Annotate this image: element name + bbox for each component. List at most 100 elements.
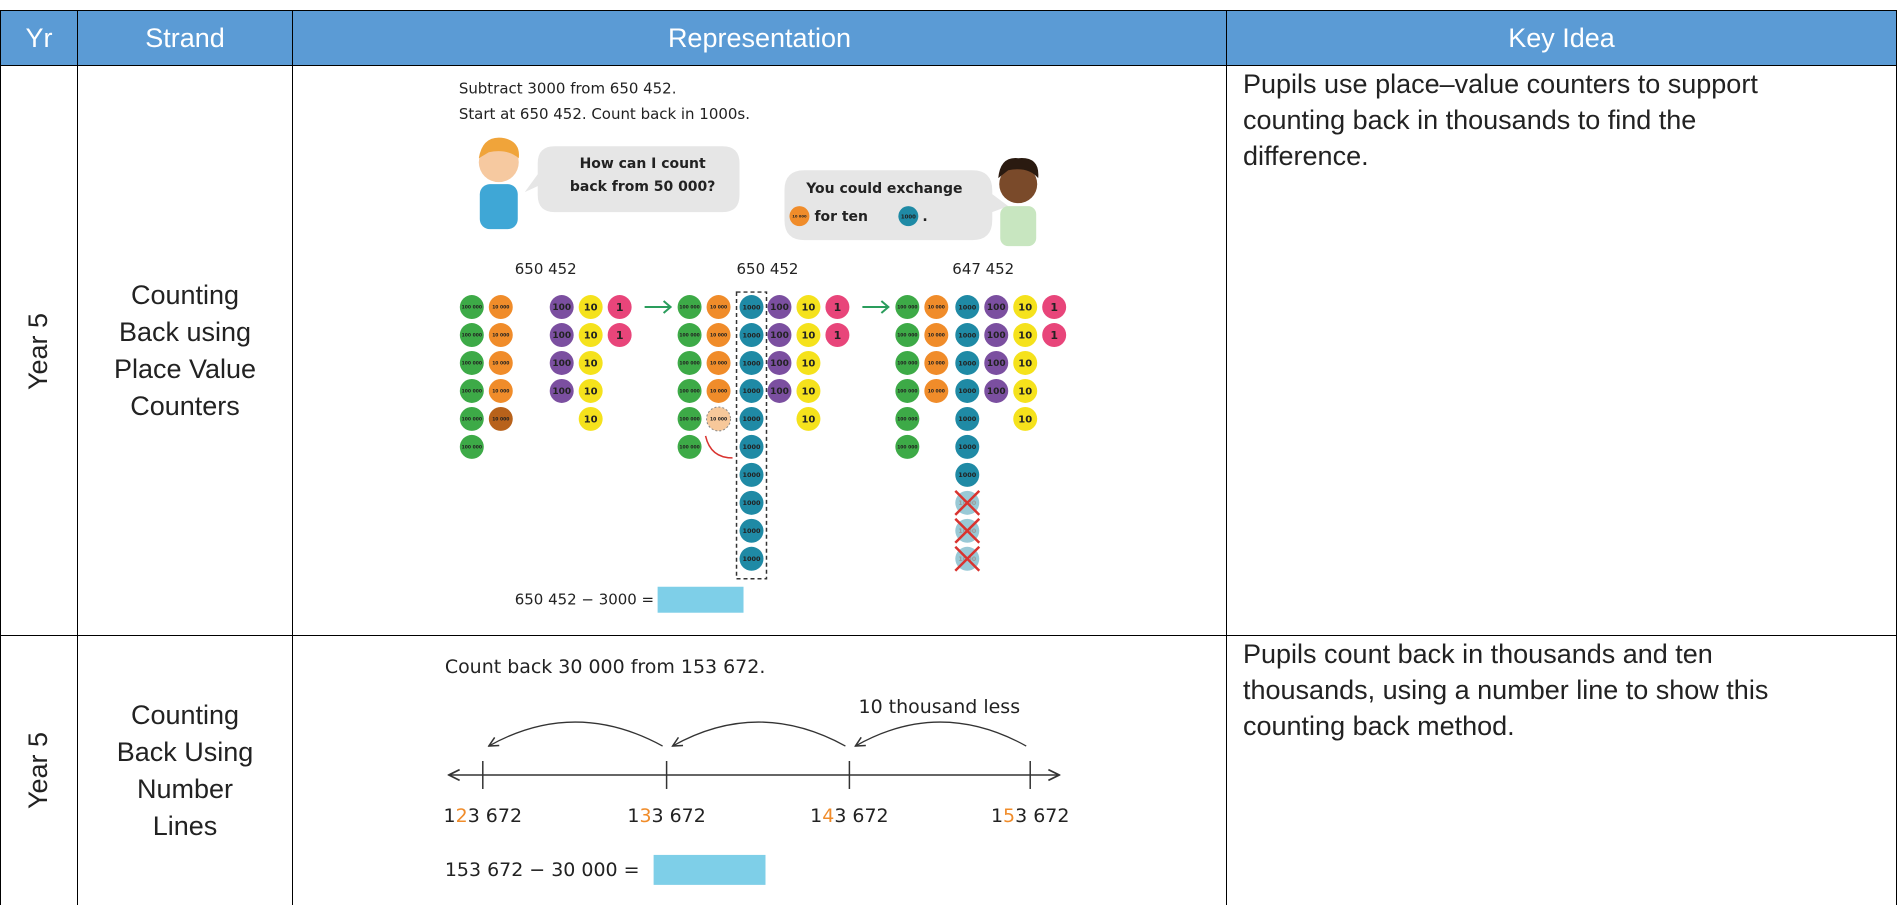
counter-label: 100 000 [679, 389, 699, 395]
counter-disc [459, 323, 484, 348]
counter-disc [739, 323, 764, 348]
total-label: 650 452 [737, 260, 799, 278]
counter: 100 000 [677, 378, 702, 403]
counter-label: 1000 [742, 359, 761, 367]
counter-label: 10 [584, 386, 598, 397]
counter: 1 [825, 295, 850, 320]
mark-label: 153 672 [991, 805, 1069, 827]
counter-disc [895, 295, 920, 320]
counter-label: 10 000 [710, 389, 727, 395]
counter-disc [796, 323, 821, 348]
girl-speech: You could exchange [805, 181, 962, 197]
counter-label: 100 000 [897, 361, 917, 367]
counter-disc [895, 406, 920, 431]
counter: 1000 [955, 351, 980, 375]
key-idea-line: Pupils use place–value counters to suppo… [1243, 69, 1758, 99]
key-idea-cell: Pupils count back in thousands and ten th… [1226, 635, 1897, 905]
counter-label: 1 [616, 329, 624, 342]
counter-label: 10 000 [492, 361, 509, 367]
counter-label: 1 [834, 301, 842, 314]
counter-disc [488, 351, 513, 375]
counter: 100 [549, 295, 574, 320]
counter: 100 000 [677, 351, 702, 375]
counter: 1 [607, 323, 632, 348]
counter-label: 10 [802, 331, 816, 342]
counter: 1000 [739, 295, 764, 320]
cross-out [954, 517, 981, 544]
jump-arc [489, 721, 663, 746]
counter: 10 000 [488, 351, 513, 375]
counter-label: 100 000 [462, 361, 482, 367]
counter-label: 100 [552, 359, 571, 369]
counter-disc [549, 295, 574, 320]
counter: 10 000 [706, 323, 731, 348]
jump-label: 10 thousand less [859, 696, 1021, 718]
counter-disc [955, 323, 980, 348]
representation-cell: Count back 30 000 from 153 672. 10 thousa… [292, 635, 1226, 905]
counter-label: 10 [1018, 358, 1032, 369]
counter-disc [578, 351, 603, 375]
counter-disc [578, 406, 603, 431]
counter-label: 100 [770, 303, 789, 313]
counter: 10 [1013, 406, 1038, 431]
counter-label: 100 000 [462, 389, 482, 395]
counter-disc [739, 462, 764, 487]
counter-label: 10 [1018, 386, 1032, 397]
girl-body [1000, 206, 1037, 247]
counter: 10 [796, 406, 821, 431]
counter: 100 000 [895, 434, 920, 459]
girl-head [999, 165, 1038, 204]
counter: 100 [984, 323, 1009, 348]
counter: 10 000 [488, 295, 513, 320]
counter-label: 10 000 [928, 389, 945, 395]
counter-disc [706, 323, 731, 348]
counter-label: 10 [802, 303, 816, 314]
counter: 10 000 [488, 378, 513, 403]
counter-label: 1000 [958, 331, 977, 339]
counter-label: 100 000 [679, 333, 699, 339]
speech-bubble [784, 170, 1009, 241]
girl-speech: . [922, 209, 927, 225]
counter-disc [739, 406, 764, 431]
counter-disc [607, 323, 632, 348]
counter-label: 1000 [742, 471, 761, 479]
header-text: Key Idea [1508, 23, 1615, 53]
counter: 1000 [955, 295, 980, 320]
counter-disc [955, 434, 980, 459]
counter-disc [767, 351, 792, 375]
counter: 1000 [955, 323, 980, 348]
counter: 1000 [739, 546, 764, 571]
counter-disc [706, 295, 731, 320]
counter-label: 10 [584, 303, 598, 314]
counter-disc [924, 323, 949, 348]
strand-line: Back using [118, 317, 252, 347]
counter-label: 1000 [742, 443, 761, 451]
counter: 1000 [898, 206, 919, 227]
counter: 100 000 [895, 406, 920, 431]
counter-label: 1000 [742, 499, 761, 507]
girl-speech: for ten [814, 209, 868, 225]
counter-disc [924, 378, 949, 403]
counter: 10 000 [924, 323, 949, 348]
counter: 1000 [739, 434, 764, 459]
mark-label: 143 672 [810, 805, 888, 827]
counter-label: 1000 [958, 415, 977, 423]
counter-label: 100 [987, 331, 1006, 341]
counter-disc [739, 518, 764, 543]
answer-box [657, 586, 744, 613]
counter: 10 [1013, 295, 1038, 320]
counter-label: 100 [987, 303, 1006, 313]
counter: 1000 [739, 462, 764, 487]
counter-disc [1013, 351, 1038, 375]
counter-label: 100 000 [679, 444, 699, 450]
mark-label: 133 672 [627, 805, 705, 827]
year-cell: Year 5 [0, 635, 77, 905]
counter-disc [984, 295, 1009, 320]
counter-disc [1013, 323, 1038, 348]
counter: 10 [578, 351, 603, 375]
counter-label: 1000 [742, 303, 761, 311]
counter-label: 100 [770, 387, 789, 397]
counter-disc [677, 434, 702, 459]
counter-label: 100 000 [897, 333, 917, 339]
counter-disc [1013, 378, 1038, 403]
